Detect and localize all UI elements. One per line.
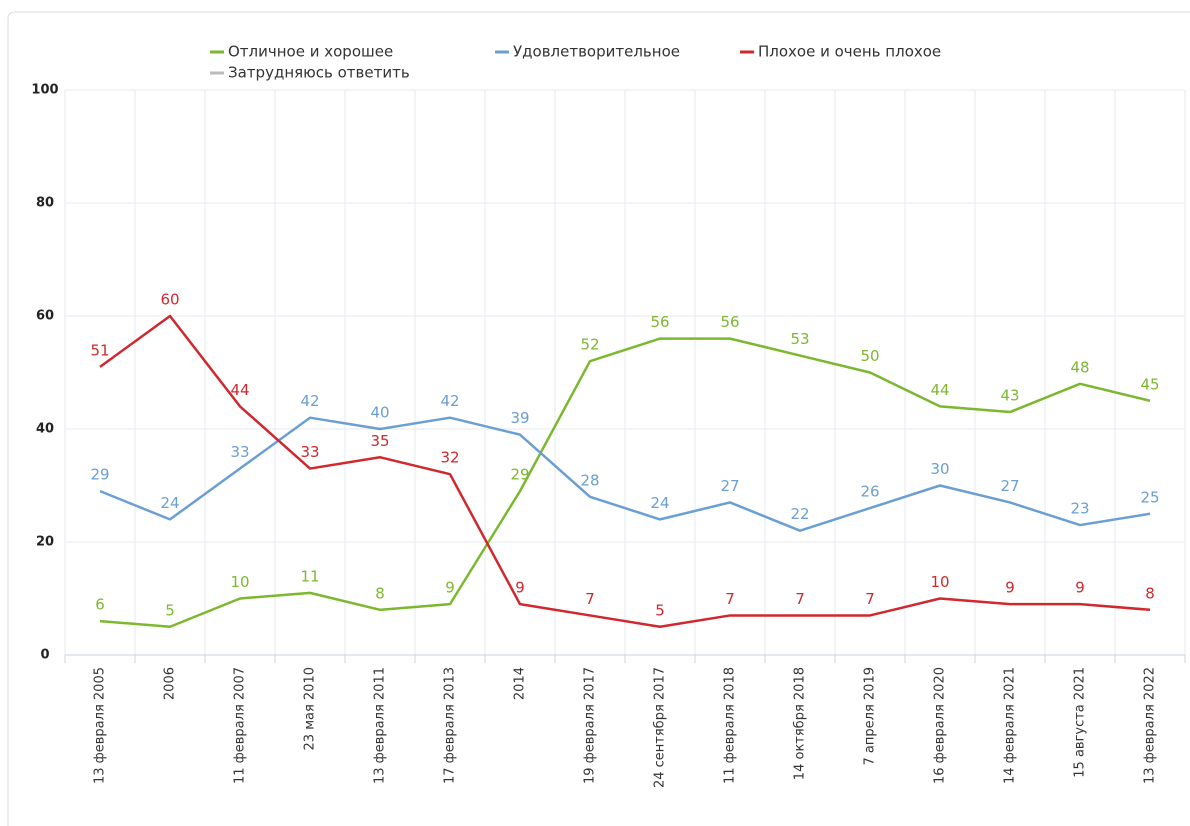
- data-label: 48: [1070, 358, 1089, 376]
- data-label: 7: [865, 590, 875, 608]
- data-label: 33: [230, 443, 249, 461]
- x-tick-label: 15 августа 2021: [1073, 667, 1088, 778]
- data-label: 39: [510, 409, 529, 427]
- data-label: 40: [370, 404, 389, 422]
- data-label: 42: [440, 392, 459, 410]
- x-tick-label: 13 февраля 2005: [93, 667, 108, 784]
- data-label: 52: [580, 336, 599, 354]
- series-line: [99, 337, 1151, 628]
- data-label: 5: [165, 601, 175, 619]
- x-tick-label: 2014: [513, 667, 528, 700]
- data-label: 9: [515, 579, 525, 597]
- data-label: 7: [725, 590, 735, 608]
- data-label: 26: [860, 483, 879, 501]
- data-label: 7: [585, 590, 595, 608]
- data-label: 56: [720, 313, 739, 331]
- frame: [7, 11, 1190, 826]
- data-label: 9: [1005, 579, 1015, 597]
- data-label: 5: [655, 601, 665, 619]
- data-label: 29: [90, 466, 109, 484]
- y-tick-label: 100: [31, 83, 58, 98]
- x-tick-label: 14 октября 2018: [793, 667, 808, 780]
- x-tick-label: 7 апреля 2019: [863, 667, 878, 765]
- x-tick-label: 16 февраля 2020: [933, 667, 948, 784]
- data-label: 27: [720, 477, 739, 495]
- x-tick-label: 23 мая 2010: [303, 667, 318, 750]
- data-label: 53: [790, 330, 809, 348]
- data-label: 24: [160, 494, 179, 512]
- data-label: 42: [300, 392, 319, 410]
- x-tick-label: 11 февраля 2018: [723, 667, 738, 784]
- legend-label: Затрудняюсь ответить: [228, 64, 410, 82]
- x-tick-label: 13 февраля 2011: [373, 667, 388, 784]
- data-label: 9: [1075, 579, 1085, 597]
- data-label: 7: [795, 590, 805, 608]
- data-label: 32: [440, 449, 459, 467]
- series-line: [99, 416, 1151, 532]
- x-tick-label: 13 февраля 2022: [1143, 667, 1158, 784]
- data-label: 11: [300, 567, 319, 585]
- y-tick-label: 40: [36, 422, 54, 437]
- data-label: 60: [160, 291, 179, 309]
- x-tick-label: 14 февраля 2021: [1003, 667, 1018, 784]
- data-label: 29: [510, 466, 529, 484]
- data-label: 8: [375, 584, 385, 602]
- legend-label: Удовлетворительное: [513, 43, 680, 61]
- data-label: 25: [1140, 488, 1159, 506]
- data-label: 24: [650, 494, 669, 512]
- data-label: 8: [1145, 584, 1155, 602]
- data-label: 23: [1070, 500, 1089, 518]
- x-tick-label: 17 февраля 2013: [443, 667, 458, 784]
- data-label: 44: [230, 381, 249, 399]
- y-tick-label: 20: [36, 535, 54, 550]
- data-label: 28: [580, 471, 599, 489]
- legend-label: Отличное и хорошее: [228, 43, 393, 61]
- data-label: 27: [1000, 477, 1019, 495]
- y-tick-label: 0: [40, 648, 49, 663]
- x-tick-label: 19 февраля 2017: [583, 667, 598, 784]
- data-label: 10: [930, 573, 949, 591]
- data-label: 10: [230, 573, 249, 591]
- data-label: 22: [790, 505, 809, 523]
- x-tick-label: 11 февраля 2007: [233, 667, 248, 784]
- series-line: [99, 314, 1151, 628]
- data-label: 50: [860, 347, 879, 365]
- legend-label: Плохое и очень плохое: [758, 43, 941, 61]
- data-label: 33: [300, 443, 319, 461]
- data-label: 9: [445, 579, 455, 597]
- data-label: 35: [370, 432, 389, 450]
- x-tick-label: 24 сентября 2017: [653, 667, 668, 788]
- data-label: 6: [95, 596, 105, 614]
- y-tick-label: 80: [36, 196, 54, 211]
- x-tick-label: 2006: [163, 667, 178, 700]
- y-tick-label: 60: [36, 309, 54, 324]
- data-label: 43: [1000, 387, 1019, 405]
- data-label: 56: [650, 313, 669, 331]
- data-label: 45: [1140, 375, 1159, 393]
- data-label: 51: [90, 341, 109, 359]
- data-label: 44: [930, 381, 949, 399]
- data-label: 30: [930, 460, 949, 478]
